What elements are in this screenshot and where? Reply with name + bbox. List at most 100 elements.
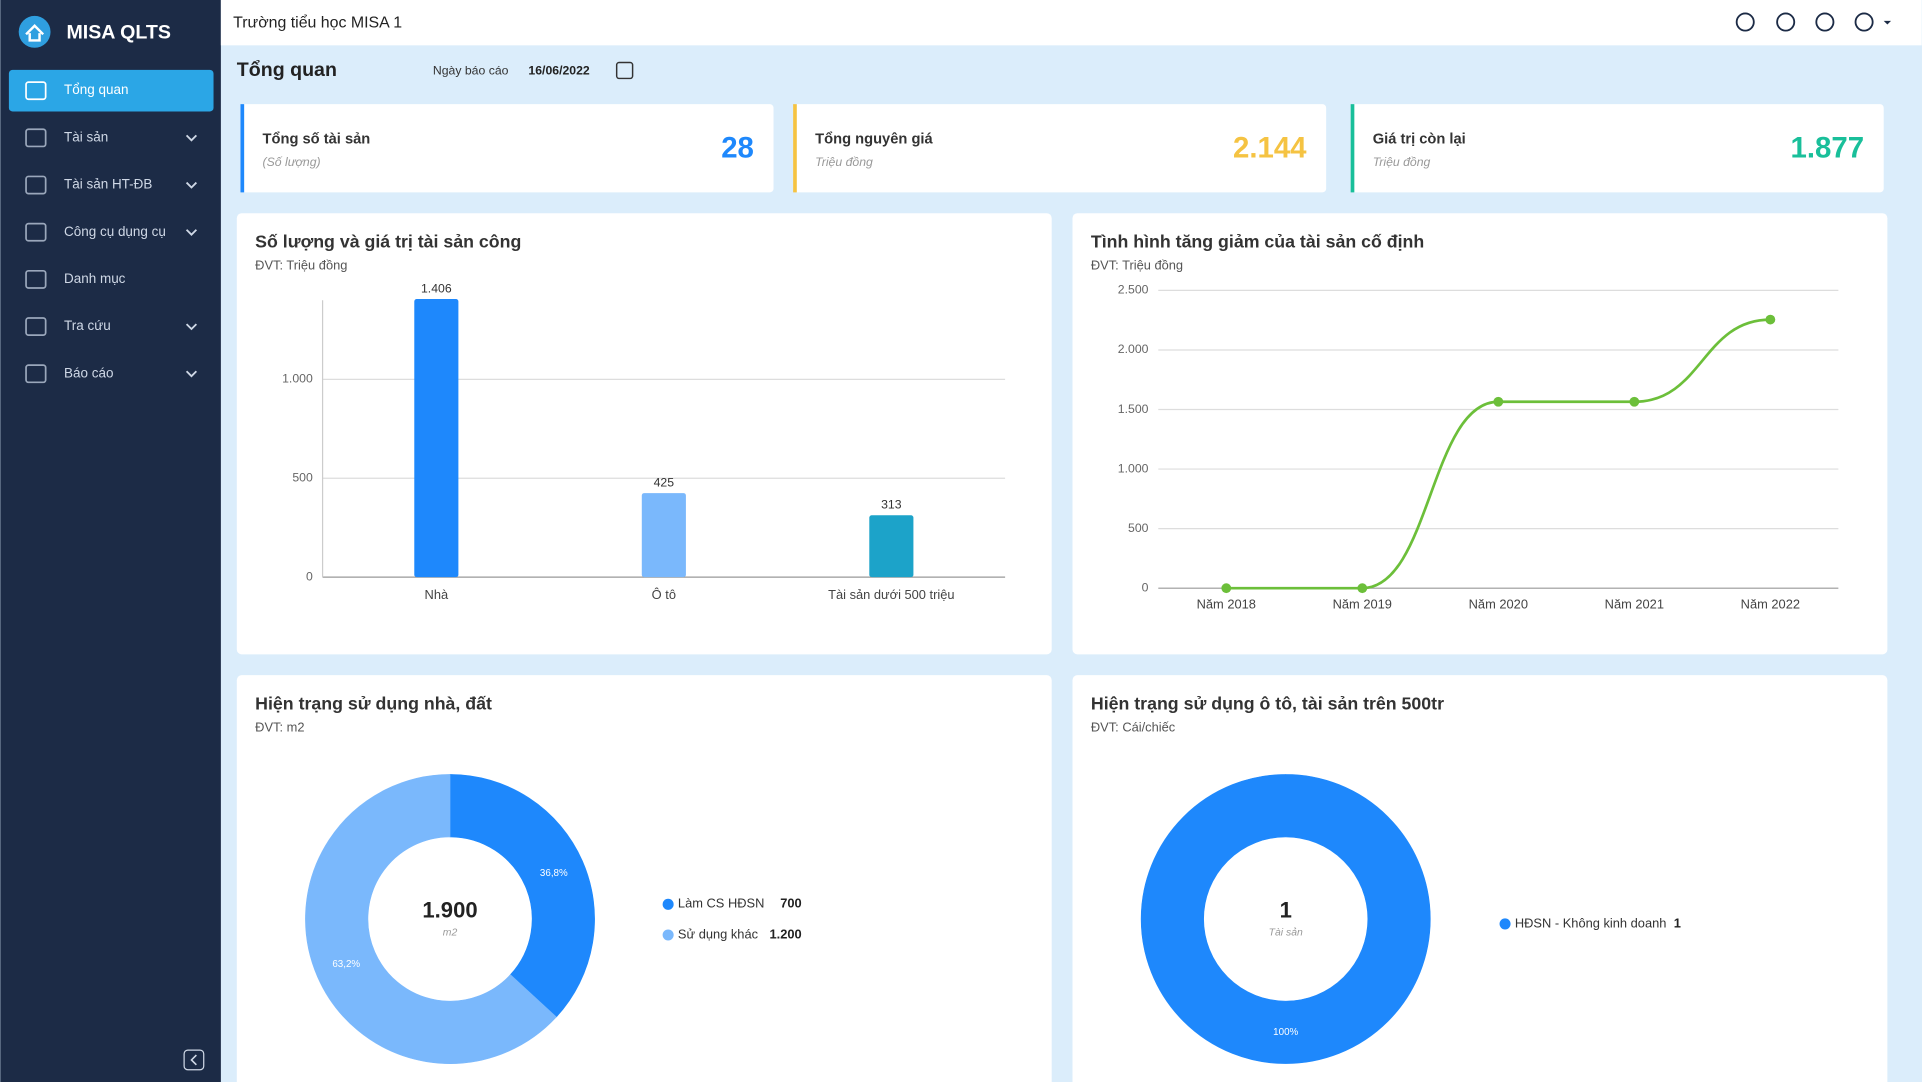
donut-segment bbox=[305, 774, 557, 1064]
card-unit: (Số lượng) bbox=[263, 155, 321, 169]
bar-value-label: 425 bbox=[654, 476, 675, 490]
y-tick-label: 1.000 bbox=[1118, 461, 1149, 475]
donut-center-value: 1.900 bbox=[422, 898, 477, 923]
bar bbox=[641, 493, 686, 578]
bar-value-label: 313 bbox=[881, 498, 902, 512]
help-icon[interactable] bbox=[1815, 12, 1835, 32]
chart-subtitle: ĐVT: Triệu đồng bbox=[1091, 257, 1183, 272]
chart-title: Số lượng và giá trị tài sản công bbox=[255, 231, 521, 251]
donut-segment bbox=[1140, 774, 1431, 1064]
x-tick-label: Năm 2019 bbox=[1333, 597, 1392, 612]
line-point bbox=[1493, 396, 1504, 407]
chart-subtitle: ĐVT: Cái/chiếc bbox=[1091, 719, 1176, 734]
line-point bbox=[1221, 583, 1232, 594]
chart-title: Hiện trạng sử dụng ô tô, tài sản trên 50… bbox=[1091, 693, 1444, 713]
summary-card bbox=[793, 104, 1327, 193]
legend-swatch bbox=[1499, 918, 1511, 930]
percent-label: 100% bbox=[1273, 1027, 1298, 1038]
menu-icon bbox=[25, 269, 47, 289]
x-tick-label: Nhà bbox=[425, 587, 449, 602]
line-point bbox=[1765, 314, 1776, 325]
y-tick-label: 1.500 bbox=[1118, 402, 1149, 416]
card-label: Giá trị còn lại bbox=[1373, 132, 1466, 148]
line-point bbox=[1357, 583, 1368, 594]
notification-icon[interactable] bbox=[1735, 12, 1755, 32]
chart-title: Hiện trạng sử dụng nhà, đất bbox=[255, 693, 492, 713]
x-tick-label: Tài sản dưới 500 triệu bbox=[828, 587, 954, 602]
page-title: Tổng quan bbox=[237, 59, 337, 81]
chart-subtitle: ĐVT: m2 bbox=[255, 719, 304, 734]
chart-panel bbox=[1072, 213, 1888, 655]
legend-value: 1.200 bbox=[770, 926, 802, 941]
menu-item[interactable]: Công cụ dụng cụ bbox=[64, 224, 166, 239]
menu-icon bbox=[25, 364, 47, 384]
menu-chevron[interactable] bbox=[185, 134, 198, 142]
sidebar bbox=[0, 0, 221, 1082]
line-series bbox=[1226, 318, 1771, 590]
card-value: 1.877 bbox=[1791, 131, 1865, 164]
menu-chevron[interactable] bbox=[185, 323, 198, 331]
account-icon[interactable] bbox=[1854, 12, 1874, 32]
legend-label: Làm CS HĐSN bbox=[678, 896, 764, 911]
card-value: 2.144 bbox=[1233, 131, 1307, 164]
school-name: Trường tiểu học MISA 1 bbox=[233, 13, 402, 31]
card-value: 28 bbox=[721, 131, 754, 164]
card-unit: Triệu đồng bbox=[815, 155, 873, 169]
menu-chevron[interactable] bbox=[185, 370, 198, 378]
logo-icon bbox=[25, 23, 45, 42]
summary-card bbox=[1350, 104, 1884, 193]
menu-item[interactable]: Tài sản bbox=[64, 129, 108, 144]
menu-item[interactable]: Tài sản HT-ĐB bbox=[64, 177, 152, 192]
report-date: 16/06/2022 bbox=[528, 63, 589, 77]
menu-icon bbox=[25, 81, 47, 101]
header-bar bbox=[220, 0, 1922, 46]
legend-swatch bbox=[662, 898, 674, 910]
apps-icon[interactable] bbox=[1776, 12, 1796, 32]
account-caret bbox=[1883, 20, 1892, 25]
card-accent bbox=[240, 104, 245, 193]
menu-item[interactable]: Danh mục bbox=[64, 271, 126, 286]
calendar-icon[interactable] bbox=[615, 61, 634, 80]
y-tick-label: 2.500 bbox=[1118, 283, 1149, 297]
legend-value: 1 bbox=[1674, 915, 1681, 930]
y-tick-label: 1.000 bbox=[282, 372, 313, 386]
chart-subtitle: ĐVT: Triệu đồng bbox=[255, 257, 347, 272]
collapse-arrow bbox=[190, 1054, 197, 1066]
menu-icon bbox=[25, 317, 47, 336]
app-name: MISA QLTS bbox=[66, 21, 171, 43]
menu-chevron[interactable] bbox=[185, 229, 198, 236]
line-point bbox=[1629, 396, 1640, 407]
y-tick-label: 2.000 bbox=[1118, 342, 1149, 356]
card-accent bbox=[793, 104, 797, 193]
x-tick-label: Năm 2020 bbox=[1469, 597, 1528, 612]
donut-center-unit: m2 bbox=[443, 927, 458, 938]
card-label: Tổng nguyên giá bbox=[815, 132, 933, 148]
menu-item[interactable]: Báo cáo bbox=[64, 365, 113, 380]
chart-title: Tình hình tăng giảm của tài sản cố định bbox=[1091, 231, 1424, 251]
report-date-label: Ngày báo cáo bbox=[433, 63, 509, 77]
menu-item[interactable]: Tổng quan bbox=[64, 82, 128, 97]
collapse-button[interactable] bbox=[183, 1049, 205, 1071]
card-accent bbox=[1350, 104, 1355, 193]
donut-segment bbox=[449, 774, 595, 1018]
x-tick-label: Năm 2018 bbox=[1197, 597, 1256, 612]
legend-label: Sử dụng khác bbox=[678, 926, 759, 941]
y-tick-label: 0 bbox=[1142, 580, 1149, 594]
bar bbox=[414, 299, 459, 578]
summary-card bbox=[240, 104, 774, 193]
y-tick-label: 500 bbox=[1128, 521, 1149, 535]
x-tick-label: Năm 2022 bbox=[1741, 597, 1800, 612]
x-tick-label: Ô tô bbox=[652, 587, 676, 602]
menu-item[interactable]: Tra cứu bbox=[64, 318, 111, 333]
legend-swatch bbox=[662, 929, 674, 941]
card-label: Tổng số tài sản bbox=[263, 132, 371, 148]
bar bbox=[869, 515, 914, 578]
menu-chevron[interactable] bbox=[185, 181, 198, 189]
percent-label: 36,8% bbox=[540, 868, 568, 879]
y-tick-label: 0 bbox=[306, 569, 313, 583]
menu-active-bg bbox=[8, 69, 214, 112]
menu-icon bbox=[25, 222, 47, 242]
card-unit: Triệu đồng bbox=[1373, 155, 1431, 169]
